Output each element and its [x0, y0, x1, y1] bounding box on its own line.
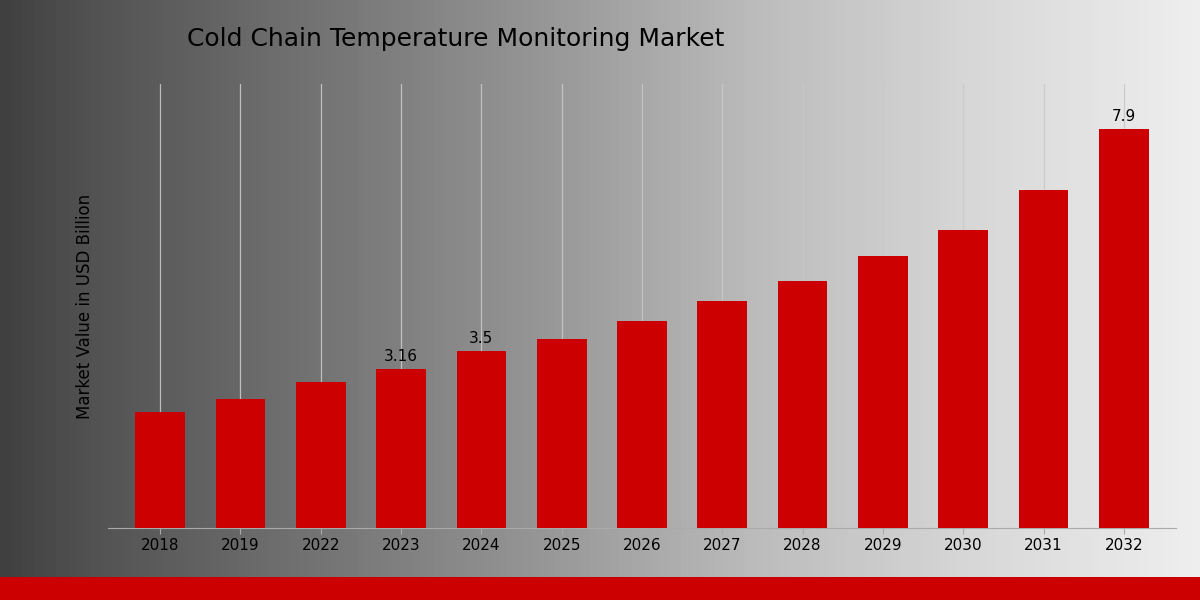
Bar	[136, 412, 185, 528]
Y-axis label: Market Value in USD Billion: Market Value in USD Billion	[76, 193, 94, 419]
Bar	[536, 339, 587, 528]
Bar	[938, 230, 988, 528]
Bar	[617, 321, 667, 528]
Text: Cold Chain Temperature Monitoring Market: Cold Chain Temperature Monitoring Market	[187, 27, 725, 51]
Text: 3.16: 3.16	[384, 349, 418, 364]
Bar	[697, 301, 748, 528]
Bar	[377, 368, 426, 528]
Bar	[1019, 190, 1068, 528]
Text: 7.9: 7.9	[1111, 109, 1136, 124]
Bar	[456, 352, 506, 528]
Bar	[1099, 130, 1148, 528]
Bar	[216, 400, 265, 528]
Bar	[778, 281, 828, 528]
Text: 3.5: 3.5	[469, 331, 493, 346]
Bar	[858, 256, 907, 528]
Bar	[296, 382, 346, 528]
